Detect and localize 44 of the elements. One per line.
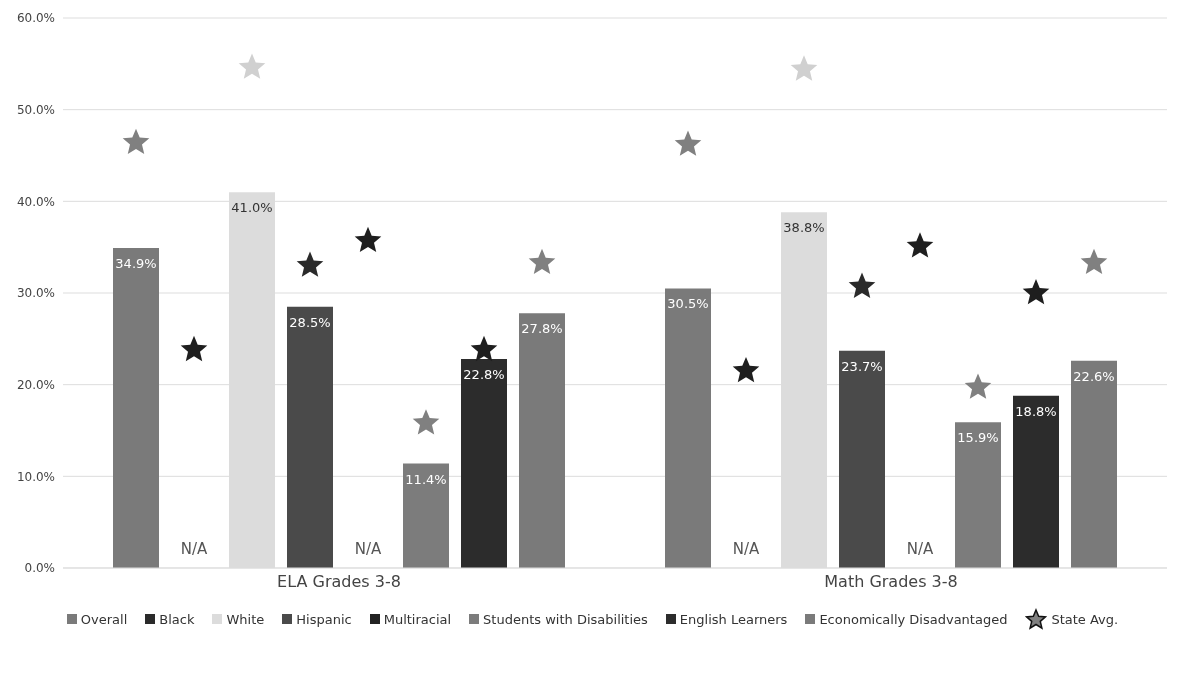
text: N/A xyxy=(180,540,208,558)
bar xyxy=(1013,395,1059,568)
y-tick-label: 50.0% xyxy=(16,102,55,117)
data-label: 22.6% xyxy=(1073,368,1115,384)
data-label: 23.7% xyxy=(841,358,883,374)
data-label: 30.5% xyxy=(667,296,709,312)
data-label: 34.9% xyxy=(115,256,157,272)
legend-label: Students with Disabilities xyxy=(483,611,648,627)
y-tick-label: 60.0% xyxy=(16,11,55,26)
bar xyxy=(113,248,159,568)
data-label: 28.5% xyxy=(289,314,331,330)
data-label: 41.0% xyxy=(231,200,273,216)
bar xyxy=(839,350,885,568)
x-tick-label: ELA Grades 3-8 xyxy=(277,572,401,592)
bar xyxy=(665,288,711,568)
bar xyxy=(1071,360,1117,568)
data-label: 22.8% xyxy=(463,367,505,382)
data-label: 27.8% xyxy=(521,321,563,337)
legend-label: Multiracial xyxy=(383,611,452,627)
legend-label: Economically Disadvantaged xyxy=(819,611,1008,627)
data-label: 38.8% xyxy=(783,220,825,236)
legend-label: English Learners xyxy=(679,611,788,627)
data-label: 18.8% xyxy=(1015,403,1057,419)
bar xyxy=(461,359,507,568)
bar xyxy=(955,422,1001,568)
y-tick-label: 40.0% xyxy=(16,194,55,209)
text: N/A xyxy=(354,540,382,558)
data-label: 15.9% xyxy=(957,430,999,446)
bar xyxy=(519,313,565,568)
legend-label: White xyxy=(226,611,265,627)
legend-label: Hispanic xyxy=(296,611,352,627)
legend-label: Overall xyxy=(80,611,128,627)
y-tick-label: 20.0% xyxy=(16,377,55,392)
x-tick-label: Math Grades 3-8 xyxy=(824,572,958,592)
y-tick-label: 10.0% xyxy=(16,469,55,484)
text: N/A xyxy=(906,540,934,558)
data-label: 11.4% xyxy=(405,471,447,487)
bar xyxy=(403,463,449,568)
legend-label: State Avg. xyxy=(1051,611,1119,627)
y-tick-label: 30.0% xyxy=(16,286,55,301)
y-tick-label: 0.0% xyxy=(24,561,55,576)
bar xyxy=(287,306,333,568)
legend-label: Black xyxy=(159,611,195,627)
text: N/A xyxy=(732,540,760,558)
